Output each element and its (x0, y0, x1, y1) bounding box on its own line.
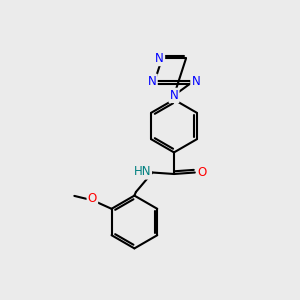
Text: HN: HN (134, 165, 151, 178)
Text: N: N (191, 75, 200, 88)
Text: N: N (148, 75, 157, 88)
Text: O: O (88, 192, 97, 205)
Text: O: O (197, 166, 206, 179)
Text: N: N (155, 52, 164, 65)
Text: N: N (169, 89, 178, 102)
